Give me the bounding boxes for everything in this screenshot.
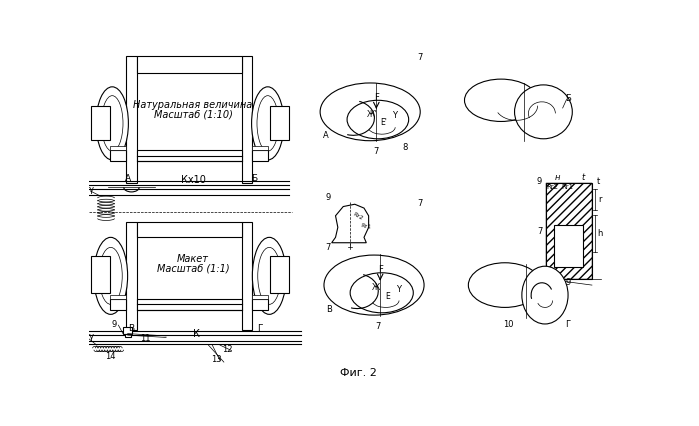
Text: В: В: [128, 323, 134, 332]
Text: 10: 10: [503, 320, 514, 328]
Bar: [252, 295, 268, 299]
Ellipse shape: [99, 248, 122, 305]
Ellipse shape: [468, 263, 542, 308]
Text: Rr2: Rr2: [352, 211, 363, 221]
Bar: [110, 151, 126, 162]
Bar: [110, 147, 126, 151]
Text: 12: 12: [222, 344, 233, 353]
Bar: [546, 183, 592, 279]
Text: γ: γ: [89, 184, 94, 193]
Text: F: F: [374, 93, 379, 102]
Ellipse shape: [257, 96, 278, 152]
Bar: [124, 334, 131, 337]
Bar: [242, 222, 252, 330]
Text: Ж': Ж': [366, 109, 377, 118]
Text: 13: 13: [211, 354, 222, 363]
Text: Y: Y: [396, 285, 401, 294]
Bar: [123, 328, 132, 334]
Text: 7: 7: [375, 321, 380, 330]
Text: 9: 9: [111, 320, 117, 328]
Bar: [270, 256, 289, 293]
Text: r: r: [598, 194, 601, 203]
Text: Натуральная величина: Натуральная величина: [134, 100, 253, 110]
Ellipse shape: [522, 267, 568, 324]
Text: 7: 7: [374, 147, 379, 155]
Text: Ж: Ж: [371, 282, 380, 291]
Text: Кх10: Кх10: [180, 174, 206, 184]
Ellipse shape: [258, 248, 281, 305]
Text: Б: Б: [565, 94, 571, 103]
Text: 7: 7: [537, 226, 542, 236]
Ellipse shape: [252, 88, 284, 161]
Bar: [252, 151, 268, 162]
Ellipse shape: [320, 84, 420, 141]
Bar: [110, 295, 126, 299]
Bar: [252, 299, 268, 310]
Ellipse shape: [96, 88, 129, 161]
Bar: [126, 57, 137, 184]
Text: н: н: [554, 173, 560, 181]
Text: Rr1: Rr1: [561, 183, 573, 189]
Bar: [110, 299, 126, 310]
Text: Г: Г: [257, 323, 263, 332]
Text: Rr1: Rr1: [360, 222, 371, 229]
Ellipse shape: [252, 238, 287, 315]
Text: 7: 7: [325, 242, 331, 251]
Text: 9: 9: [537, 176, 542, 185]
Ellipse shape: [347, 101, 409, 139]
Text: Фиг. 2: Фиг. 2: [340, 367, 377, 377]
Text: Rr2: Rr2: [546, 183, 558, 189]
Text: 9: 9: [565, 277, 570, 286]
Text: 7: 7: [417, 199, 423, 208]
Text: Г: Г: [565, 320, 570, 328]
Text: t: t: [581, 173, 584, 181]
Ellipse shape: [465, 80, 538, 122]
Bar: [270, 106, 289, 141]
Text: Масштаб (1:1): Масштаб (1:1): [157, 263, 229, 273]
Text: Масштаб (1:10): Масштаб (1:10): [154, 109, 233, 119]
Bar: [126, 222, 137, 330]
Ellipse shape: [101, 96, 123, 152]
Text: 9: 9: [325, 193, 331, 201]
Text: 11: 11: [140, 333, 150, 342]
Text: К: К: [194, 328, 201, 338]
Bar: [92, 106, 110, 141]
Text: h: h: [597, 229, 603, 238]
Bar: [137, 222, 242, 238]
Text: t: t: [596, 176, 600, 185]
Ellipse shape: [324, 256, 424, 315]
Text: Е: Е: [386, 291, 390, 300]
Text: Б: Б: [252, 173, 258, 182]
Text: F: F: [377, 264, 382, 273]
Text: В: В: [326, 304, 332, 313]
Text: 8: 8: [402, 143, 408, 152]
Bar: [252, 147, 268, 151]
Bar: [546, 183, 592, 279]
Polygon shape: [331, 205, 368, 243]
Text: γ: γ: [89, 331, 94, 341]
Text: Е': Е': [380, 117, 387, 126]
Bar: [137, 57, 242, 74]
Bar: [554, 225, 584, 268]
Text: 7: 7: [417, 53, 423, 62]
Ellipse shape: [514, 86, 572, 139]
Ellipse shape: [350, 273, 413, 313]
Bar: [242, 57, 252, 184]
Bar: [137, 299, 242, 310]
Bar: [92, 256, 110, 293]
Text: А: А: [323, 131, 329, 140]
Text: Y: Y: [392, 111, 397, 120]
Text: 14: 14: [106, 351, 116, 360]
Text: А: А: [124, 173, 131, 182]
Bar: [137, 151, 242, 162]
Text: Макет: Макет: [177, 253, 209, 264]
Ellipse shape: [94, 238, 128, 315]
